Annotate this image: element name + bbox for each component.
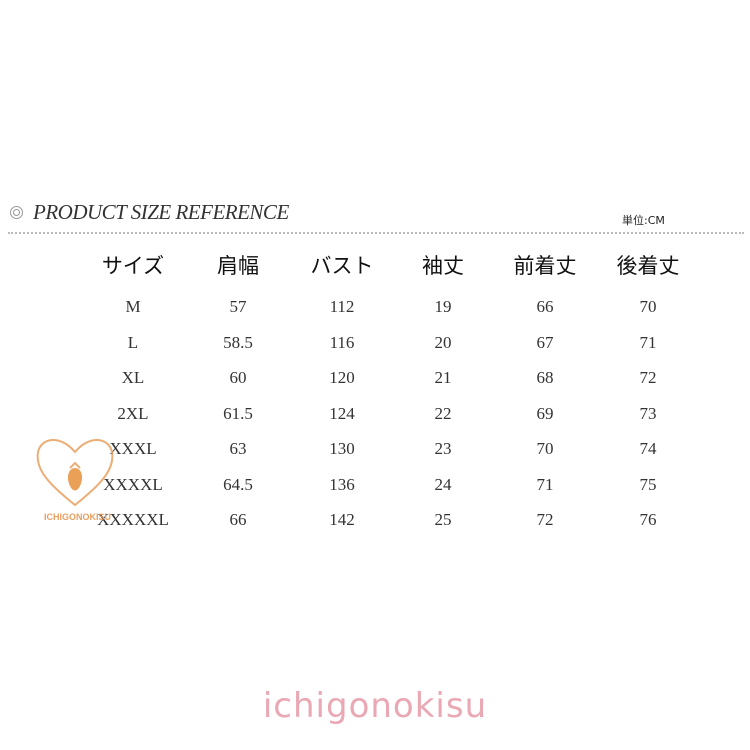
table-cell: 136 [329,474,355,494]
table-cell: 67 [536,332,554,352]
column-header: 前着丈 [513,254,577,278]
table-cell: 25 [434,510,452,529]
table-cell: 22 [434,403,452,423]
table-cell: 116 [329,332,355,352]
table-cell: 68 [536,368,554,387]
table-cell: 72 [639,368,657,387]
table-cell: M [125,297,141,316]
table-cell: 124 [329,403,355,423]
table-cell: 71 [639,332,657,352]
table-cell: 70 [639,297,657,316]
table-cell: 72 [536,510,554,529]
table-cell: 74 [639,439,657,458]
table-cell: 76 [639,510,657,529]
table-cell: 21 [434,368,452,387]
title-text: PRODUCT SIZE REFERENCE [33,200,289,224]
table-cell: L [127,332,139,352]
column-header: サイズ [101,254,165,278]
table-cell: 60 [229,368,247,387]
table-cell: 58.5 [223,332,253,352]
table-cell: 142 [329,510,355,529]
column-header: バスト [310,254,374,278]
table-cell: 61.5 [223,403,253,423]
table-cell: 130 [329,439,355,458]
table-cell: 2XL [117,403,149,423]
table-cell: 69 [536,403,554,423]
table-cell: 70 [536,439,554,458]
table-cell: 66 [229,510,247,529]
table-cell: 71 [536,474,554,494]
table-cell: 23 [434,439,452,458]
column-header: 後着丈 [616,254,680,278]
table-cell: 73 [639,403,657,423]
strawberry-heart-wreath-icon [36,439,114,507]
brand-watermark: ichigonokisu [262,686,488,726]
circle-bullet-icon [10,206,23,219]
logo-text: ICHIGONOKISU [44,512,112,522]
table-cell: 57 [229,297,247,316]
table-cell: XXXL [109,439,157,458]
table-cell: 63 [229,439,247,458]
table-cell: XXXXL [103,474,163,494]
table-cell: XXXXXL [97,510,169,529]
table-cell: 66 [536,297,554,316]
divider [8,232,744,234]
table-cell: 24 [434,474,452,494]
column-header: 肩幅 [217,254,259,278]
table-cell: 120 [329,368,355,387]
table-cell: 112 [329,297,355,316]
table-cell: 75 [639,474,657,494]
table-cell: XL [121,368,145,387]
table-cell: 20 [434,332,452,352]
table-cell: 19 [434,297,452,316]
table-cell: 64.5 [223,474,253,494]
section-title: PRODUCT SIZE REFERENCE [10,200,289,225]
unit-label: 単位:CM [622,214,665,227]
column-header: 袖丈 [422,254,464,278]
